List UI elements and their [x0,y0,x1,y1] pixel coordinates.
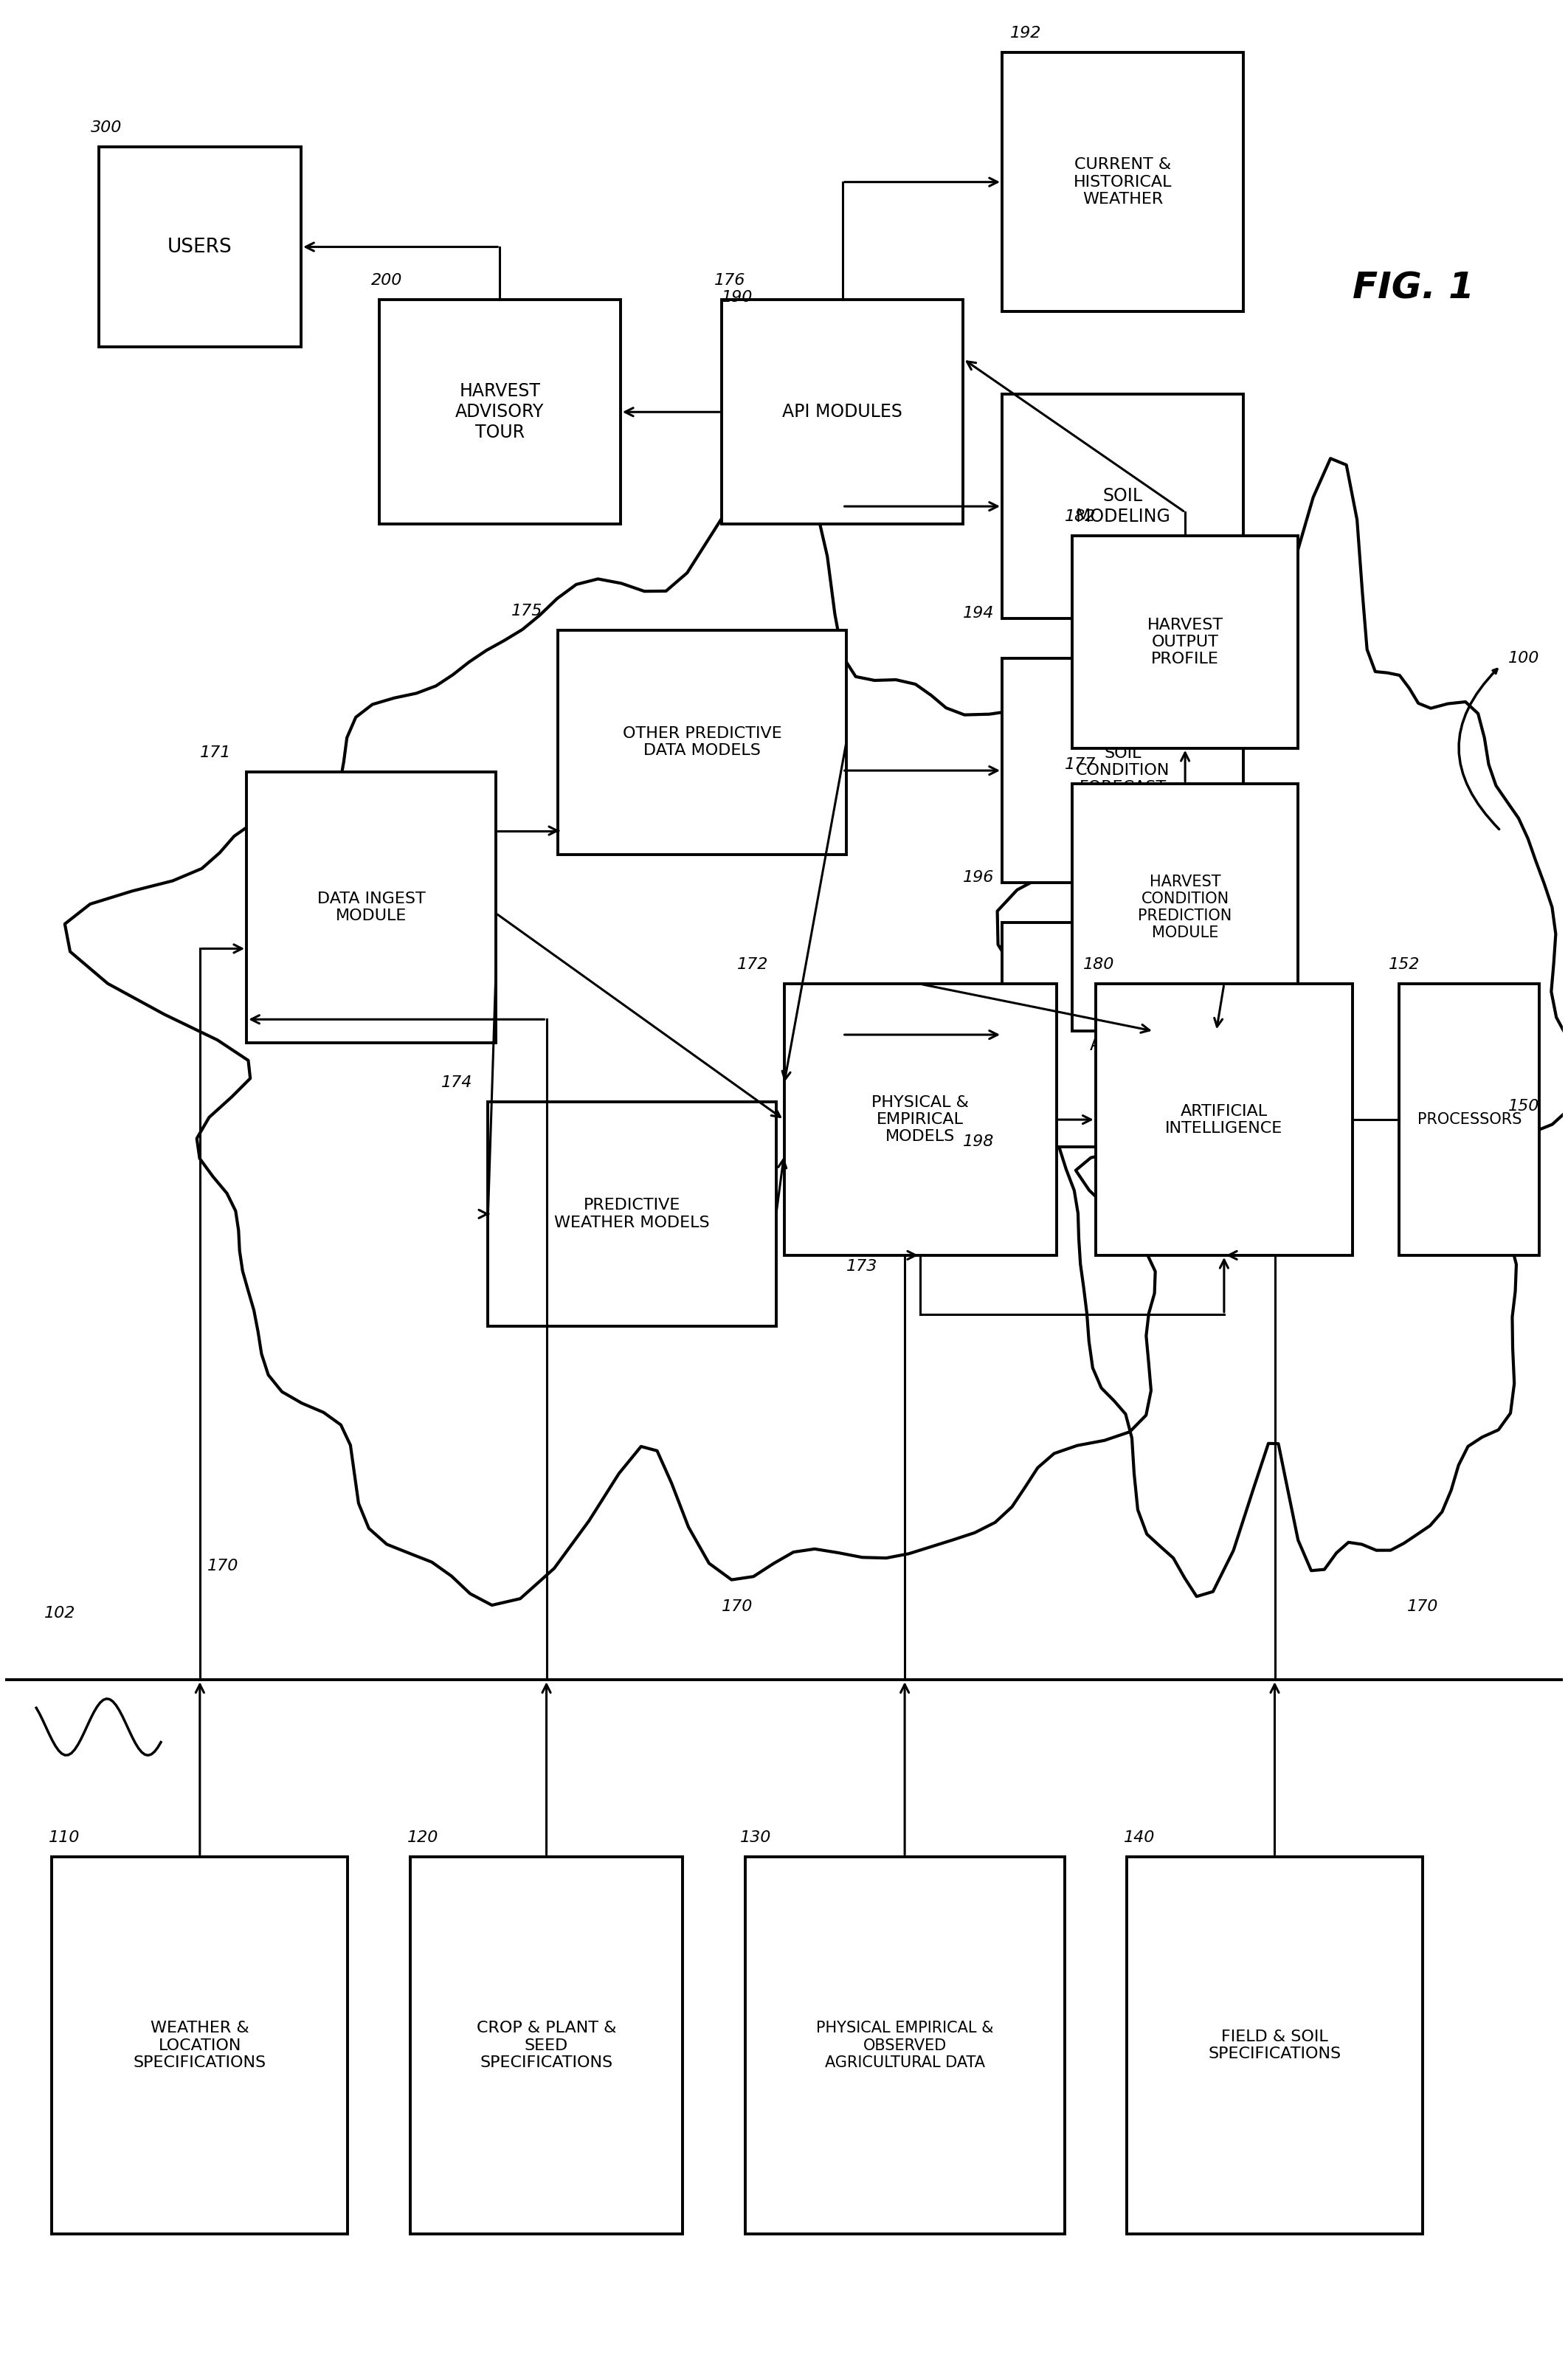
Bar [52,1857,348,2234]
Bar [1399,983,1540,1256]
Bar [1127,1857,1422,2234]
Text: 150: 150 [1508,1099,1540,1113]
Text: 171: 171 [199,746,230,760]
Text: 180: 180 [1083,957,1115,971]
Text: CROP & PLANT &
SEED
SPECIFICATIONS: CROP & PLANT & SEED SPECIFICATIONS [477,2021,616,2071]
Text: 170: 170 [721,1599,753,1613]
Text: 176: 176 [713,272,745,289]
Text: WEATHER &
LOCATION
SPECIFICATIONS: WEATHER & LOCATION SPECIFICATIONS [133,2021,267,2071]
Text: HARVEST
CONDITION
PREDICTION
MODULE: HARVEST CONDITION PREDICTION MODULE [1138,874,1232,940]
Bar [246,772,495,1042]
Bar [1096,983,1353,1256]
Text: 182: 182 [1065,509,1096,524]
Text: CURRENT &
HISTORICAL
WEATHER: CURRENT & HISTORICAL WEATHER [1074,156,1171,206]
Text: 172: 172 [737,957,768,971]
Bar [1002,922,1243,1147]
Text: DATA INGEST
MODULE: DATA INGEST MODULE [317,891,425,924]
Text: FIG. 1: FIG. 1 [1353,270,1474,306]
Bar [558,630,847,855]
Text: USERS: USERS [168,237,232,256]
Bar [1002,52,1243,313]
Text: SOIL
CONDITION
FORECAST: SOIL CONDITION FORECAST [1076,746,1170,796]
Text: 130: 130 [740,1831,771,1845]
Text: 110: 110 [49,1831,80,1845]
Text: PROCESSORS: PROCESSORS [1417,1113,1521,1128]
Text: 102: 102 [44,1606,75,1620]
Bar [745,1857,1065,2234]
Text: 196: 196 [963,869,994,886]
Text: 177: 177 [1065,758,1096,772]
Text: 190: 190 [721,289,753,306]
Text: OTHER PREDICTIVE
DATA MODELS: OTHER PREDICTIVE DATA MODELS [622,727,782,758]
Text: PHYSICAL &
EMPIRICAL
MODELS: PHYSICAL & EMPIRICAL MODELS [872,1094,969,1144]
Text: 120: 120 [408,1831,439,1845]
Text: SOIL
MODELING: SOIL MODELING [1076,488,1170,526]
Text: 192: 192 [1010,26,1041,40]
Bar [379,301,621,524]
Bar [488,1102,776,1327]
Text: 152: 152 [1388,957,1419,971]
Bar [1073,784,1298,1031]
Bar [411,1857,682,2234]
Text: 174: 174 [441,1076,472,1090]
Polygon shape [64,467,1294,1606]
Text: 100: 100 [1508,651,1540,666]
Text: 175: 175 [511,604,543,618]
Text: HARVEST
OUTPUT
PROFILE: HARVEST OUTPUT PROFILE [1148,618,1223,666]
Text: API MODULES: API MODULES [782,403,903,422]
Text: PHYSICAL EMPIRICAL &
OBSERVED
AGRICULTURAL DATA: PHYSICAL EMPIRICAL & OBSERVED AGRICULTUR… [815,2021,994,2071]
Bar [1002,393,1243,618]
Text: FIELD & SOIL
SPECIFICATIONS: FIELD & SOIL SPECIFICATIONS [1209,2030,1341,2061]
Text: PREDICTIVE
WEATHER MODELS: PREDICTIVE WEATHER MODELS [555,1199,710,1230]
Polygon shape [997,460,1568,1597]
Bar [1002,659,1243,884]
Text: 194: 194 [963,606,994,621]
Bar [1073,535,1298,749]
Text: 200: 200 [372,272,403,289]
Text: 300: 300 [91,121,122,135]
Text: 198: 198 [963,1135,994,1149]
Bar [99,147,301,348]
Bar [784,983,1057,1256]
Text: 170: 170 [207,1559,238,1573]
Text: 140: 140 [1124,1831,1156,1845]
Bar [721,301,963,524]
Text: 173: 173 [847,1260,878,1275]
Text: ARTIFICIAL
INTELLIGENCE: ARTIFICIAL INTELLIGENCE [1165,1104,1283,1135]
Text: HARVEST
ALERTS: HARVEST ALERTS [1082,1016,1163,1054]
Text: 170: 170 [1406,1599,1438,1613]
Text: HARVEST
ADVISORY
TOUR: HARVEST ADVISORY TOUR [455,384,544,441]
